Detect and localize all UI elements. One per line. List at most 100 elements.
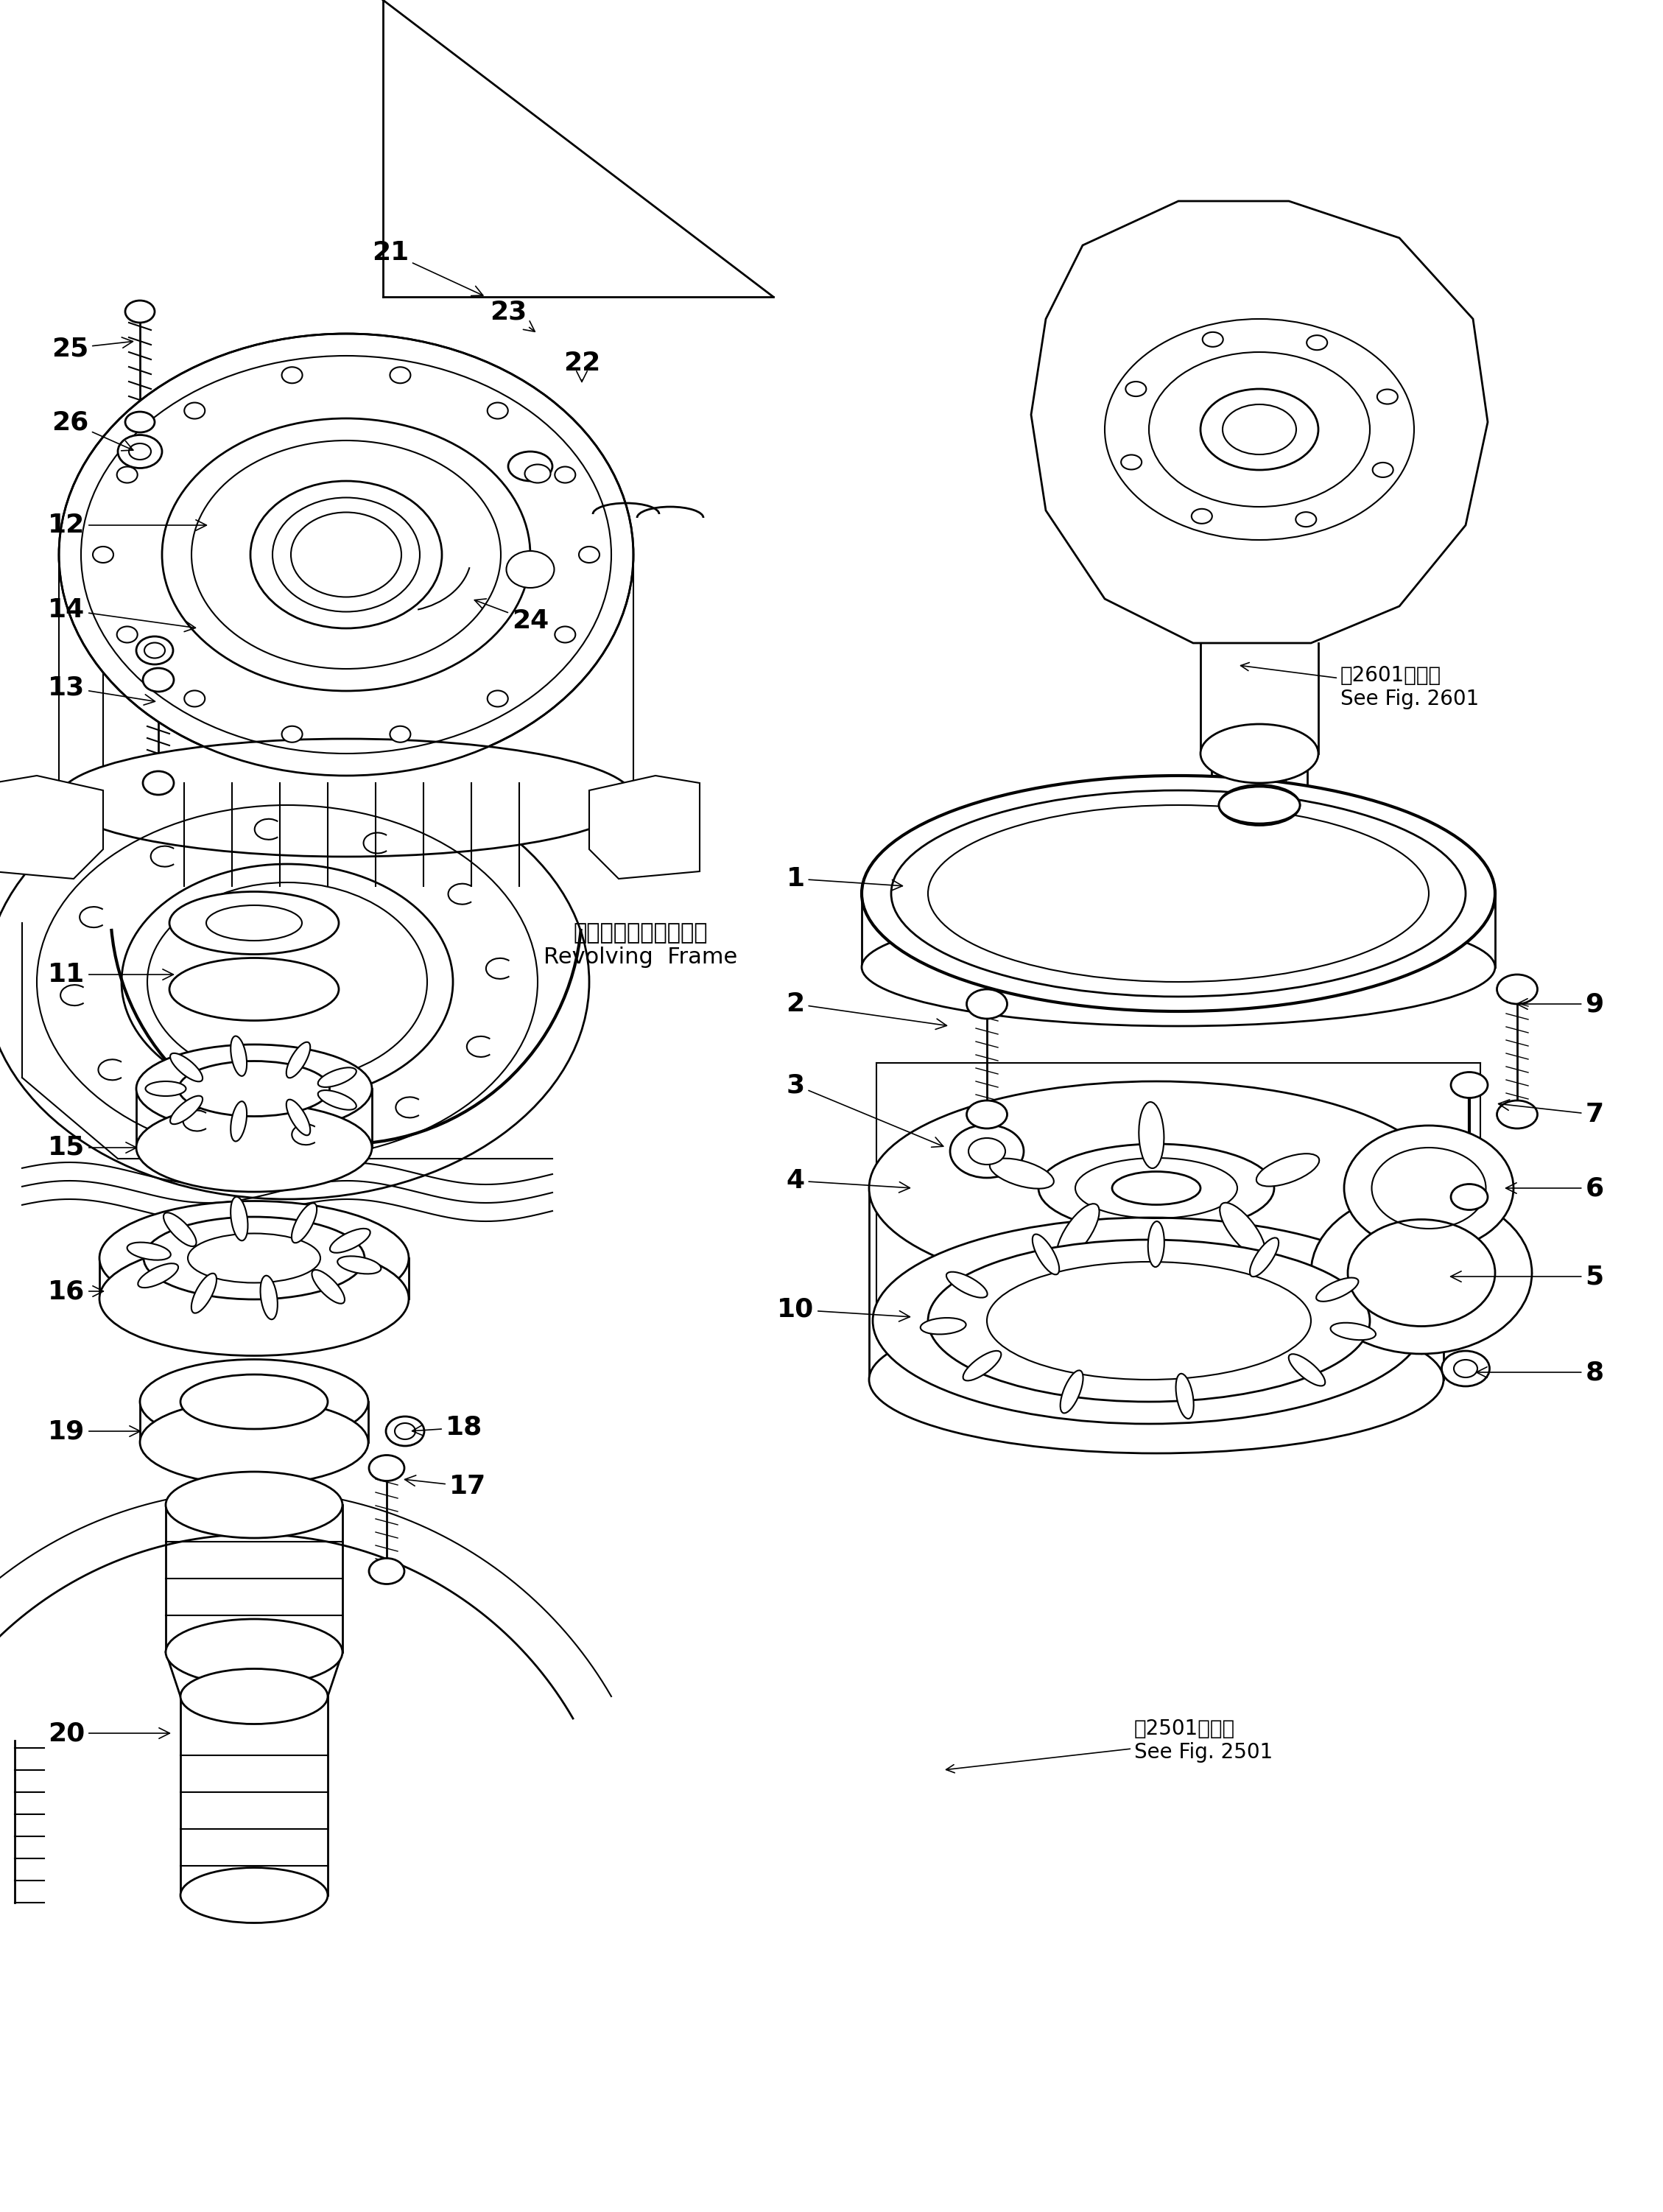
Ellipse shape [291,1203,318,1243]
Ellipse shape [170,1053,203,1082]
Ellipse shape [231,1102,246,1141]
Ellipse shape [506,551,554,588]
Ellipse shape [140,1400,368,1484]
Ellipse shape [1176,1374,1194,1418]
Text: 9: 9 [1517,991,1603,1018]
Text: 24: 24 [474,599,549,633]
Ellipse shape [1139,1102,1164,1168]
Ellipse shape [93,546,113,562]
Ellipse shape [968,1137,1006,1164]
Ellipse shape [338,1256,381,1274]
Ellipse shape [891,790,1465,998]
Ellipse shape [181,1374,328,1429]
Ellipse shape [1126,383,1146,396]
Text: 5: 5 [1450,1263,1603,1290]
Ellipse shape [1033,1234,1059,1274]
Ellipse shape [170,1095,203,1124]
Ellipse shape [920,1318,966,1334]
Ellipse shape [136,1044,373,1133]
Ellipse shape [166,1471,343,1537]
Ellipse shape [121,865,452,1099]
Ellipse shape [1289,1354,1325,1387]
Ellipse shape [1056,1203,1099,1261]
Ellipse shape [555,626,575,644]
Ellipse shape [251,480,442,628]
Ellipse shape [161,418,530,690]
Ellipse shape [1202,332,1222,347]
Ellipse shape [116,626,138,644]
Ellipse shape [116,467,138,482]
Text: 18: 18 [412,1416,482,1440]
Ellipse shape [125,301,155,323]
Ellipse shape [1442,1352,1490,1387]
Ellipse shape [873,1217,1425,1425]
Ellipse shape [231,1197,248,1241]
Text: 11: 11 [48,962,173,987]
Ellipse shape [1113,1172,1201,1206]
Ellipse shape [261,1276,278,1318]
Ellipse shape [1147,1221,1164,1267]
Ellipse shape [185,403,205,418]
Ellipse shape [143,1217,364,1298]
Polygon shape [1031,201,1488,644]
Ellipse shape [140,1360,368,1444]
Ellipse shape [130,442,151,460]
Ellipse shape [1295,511,1317,526]
Ellipse shape [185,690,205,706]
Ellipse shape [318,1068,356,1086]
Ellipse shape [487,690,507,706]
Text: 22: 22 [564,352,600,383]
Ellipse shape [1061,1371,1083,1413]
Text: 16: 16 [48,1279,103,1303]
Ellipse shape [1344,1126,1513,1250]
Ellipse shape [487,403,507,418]
Ellipse shape [58,739,634,856]
Ellipse shape [1315,1279,1359,1301]
Ellipse shape [1121,456,1142,469]
Ellipse shape [191,1274,216,1314]
Ellipse shape [369,1557,404,1584]
Ellipse shape [1104,319,1414,540]
Ellipse shape [0,765,589,1199]
Text: 2: 2 [787,991,946,1029]
Text: 7: 7 [1498,1099,1603,1126]
Text: 1: 1 [787,867,903,891]
Ellipse shape [870,1305,1443,1453]
Ellipse shape [286,1099,311,1135]
Ellipse shape [1450,1183,1488,1210]
Ellipse shape [281,367,303,383]
Text: 6: 6 [1507,1175,1603,1201]
Text: 13: 13 [48,675,155,706]
Ellipse shape [181,1867,328,1922]
Ellipse shape [989,1159,1054,1188]
Ellipse shape [861,776,1495,1011]
Ellipse shape [946,1272,988,1298]
Text: 20: 20 [48,1721,170,1745]
Text: 4: 4 [787,1168,910,1192]
Ellipse shape [579,546,599,562]
Ellipse shape [1201,723,1319,783]
Ellipse shape [1372,462,1394,478]
Ellipse shape [286,1042,311,1077]
Ellipse shape [1251,1239,1279,1276]
Text: 14: 14 [48,597,196,633]
Ellipse shape [163,1212,196,1245]
Text: 23: 23 [489,299,535,332]
Ellipse shape [318,1091,356,1110]
Ellipse shape [125,411,155,431]
Text: 第2601図参照
See Fig. 2601: 第2601図参照 See Fig. 2601 [1241,664,1478,710]
Ellipse shape [313,1270,344,1303]
Text: 15: 15 [48,1135,136,1159]
Ellipse shape [145,1082,186,1097]
Ellipse shape [329,1228,371,1252]
Ellipse shape [138,1263,178,1287]
Ellipse shape [1377,389,1397,405]
Ellipse shape [166,1619,343,1686]
Ellipse shape [1453,1360,1477,1378]
Ellipse shape [118,436,161,469]
Ellipse shape [1038,1144,1274,1232]
Polygon shape [0,776,103,878]
Ellipse shape [136,1104,373,1192]
Ellipse shape [126,1243,171,1261]
Ellipse shape [100,1201,409,1316]
